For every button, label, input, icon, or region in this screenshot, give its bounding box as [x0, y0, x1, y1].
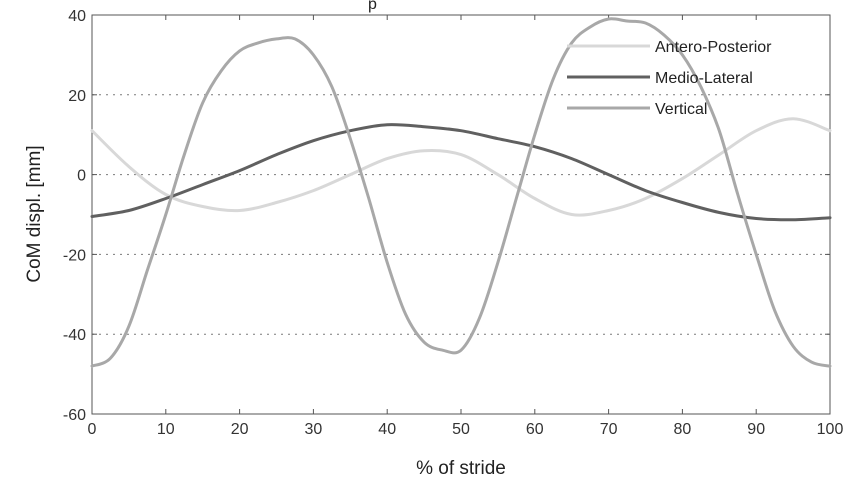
x-tick-label: 100: [817, 421, 844, 438]
x-tick-label: 0: [88, 421, 97, 438]
series-line-antero-posterior: [90, 117, 832, 217]
x-tick-label: 20: [231, 421, 249, 438]
legend: Antero-Posterior Medio-Lateral Vertical: [567, 39, 772, 118]
legend-label-antero-posterior: Antero-Posterior: [655, 39, 772, 56]
x-tick-label: 40: [378, 421, 396, 438]
series-lines: [90, 17, 832, 368]
x-tick-label: 30: [305, 421, 323, 438]
chart-title-fragment: p: [368, 0, 377, 13]
x-tick-label: 70: [600, 421, 618, 438]
series-line-medio-lateral: [90, 123, 832, 222]
x-tick-label: 80: [674, 421, 692, 438]
x-axis-label: % of stride: [416, 458, 506, 479]
y-tick-label: -20: [63, 247, 86, 264]
x-tick-label: 10: [157, 421, 175, 438]
y-tick-labels: -60 -40 -20 0 20 40: [63, 8, 830, 424]
legend-label-vertical: Vertical: [655, 101, 707, 118]
y-tick-label: 40: [68, 8, 86, 25]
x-tick-labels: 0 10 20 30 40 50 60 70 80 90 100: [88, 15, 844, 438]
x-tick-label: 60: [526, 421, 544, 438]
legend-label-medio-lateral: Medio-Lateral: [655, 70, 753, 87]
y-tick-label: -40: [63, 327, 86, 344]
y-axis-label: CoM displ. [mm]: [24, 145, 45, 282]
y-tick-label: 20: [68, 88, 86, 105]
series-line-vertical: [90, 17, 832, 368]
y-tick-label: -60: [63, 407, 86, 424]
y-tick-label: 0: [77, 168, 86, 185]
x-tick-label: 50: [452, 421, 470, 438]
x-tick-label: 90: [747, 421, 765, 438]
